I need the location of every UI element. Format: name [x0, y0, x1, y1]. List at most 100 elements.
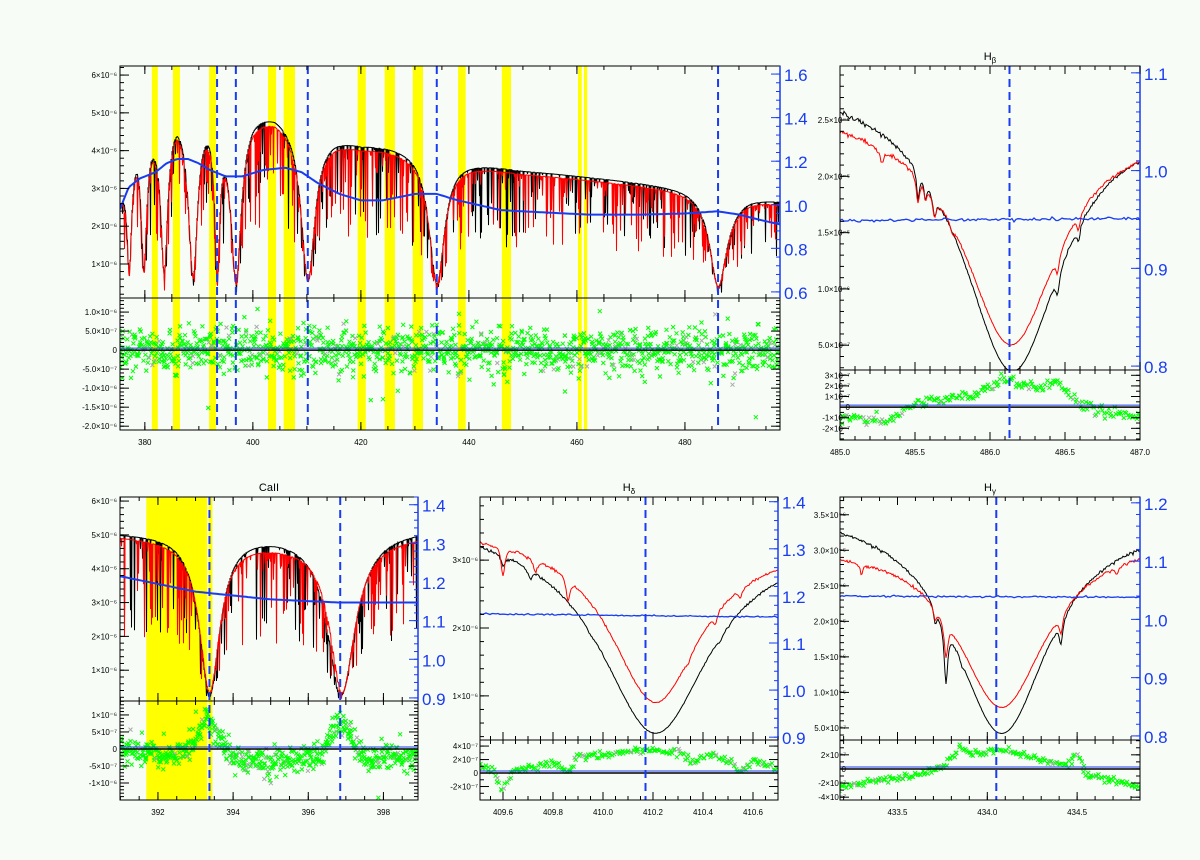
panel-hg: 433.5 434.0 434.5 5.0×10⁻⁷ 1.0×10⁻⁶ 1.5×10⁻⁶ 2… [814, 482, 1168, 817]
residual-marker [421, 356, 426, 361]
residual-marker [1099, 407, 1105, 413]
observed-spectrum-line [840, 531, 1140, 735]
residual-marker [959, 396, 965, 401]
residual-marker [667, 334, 673, 340]
residual-marker [518, 351, 524, 357]
residual-marker [428, 341, 433, 346]
residual-marker [476, 340, 481, 346]
residual-marker [474, 319, 479, 325]
residual-marker [362, 323, 367, 329]
residual-marker [713, 752, 719, 758]
residual-marker [188, 364, 193, 370]
residual-marker [427, 359, 432, 364]
residual-marker [352, 335, 358, 341]
residual-marker [607, 751, 613, 757]
residual-plot-area [840, 742, 1140, 794]
residual-marker [351, 341, 357, 346]
model-spectrum-line [840, 557, 1140, 709]
ratio-curve-line [120, 575, 418, 604]
residual-marker [672, 351, 678, 357]
residual-marker [530, 337, 536, 343]
residual-marker [197, 731, 203, 737]
y-left-tick-label: 3.0×10⁻⁶ [814, 546, 846, 555]
residual-marker [218, 321, 223, 327]
residual-marker [419, 332, 425, 338]
residual-axes-frame [119, 297, 781, 431]
residual-marker [744, 339, 749, 345]
panel-title: Hδ [623, 482, 636, 496]
residual-marker [265, 327, 271, 333]
residual-marker [409, 353, 415, 359]
residual-marker [672, 746, 677, 752]
residual-marker [299, 767, 305, 772]
residual-marker [256, 765, 262, 771]
residual-marker [315, 338, 320, 343]
residual-marker [678, 359, 684, 364]
y-left-tick-label: 3.5×10⁻⁶ [814, 511, 846, 520]
residual-marker [488, 329, 494, 335]
residual-marker [499, 343, 505, 349]
y-right-tick-label: 1.0 [1144, 163, 1168, 182]
residual-marker [708, 380, 714, 386]
residual-marker [756, 322, 761, 327]
residual-marker [703, 334, 708, 340]
residual-marker [454, 354, 460, 360]
residual-marker [678, 339, 684, 345]
residual-marker [336, 378, 341, 383]
residual-marker [496, 323, 502, 329]
x-tick-label: 394 [226, 808, 240, 817]
residual-marker [326, 342, 331, 348]
residual-marker [761, 759, 767, 765]
residual-marker [841, 782, 847, 788]
residual-marker [343, 328, 349, 333]
residual-marker [744, 350, 750, 355]
residual-marker [446, 350, 451, 356]
residual-marker [130, 351, 136, 357]
residual-marker [470, 324, 475, 330]
residual-marker [908, 774, 914, 779]
residual-marker [1105, 775, 1111, 780]
residual-marker [753, 414, 759, 420]
residual-marker [245, 770, 251, 775]
residual-marker [308, 754, 314, 760]
residual-marker [343, 318, 349, 324]
residual-marker [294, 351, 300, 356]
residual-marker [606, 337, 611, 343]
residual-marker [131, 341, 136, 346]
x-tick-label: 485.0 [830, 448, 851, 457]
residual-marker [230, 360, 236, 365]
residual-marker [183, 362, 189, 367]
residual-marker [187, 757, 193, 763]
residual-marker [265, 769, 271, 774]
residual-marker [217, 353, 223, 359]
residual-marker [271, 363, 276, 369]
residual-marker [495, 369, 501, 375]
y-left-tick-label: 3×10⁻⁶ [452, 556, 478, 565]
residual-marker [655, 747, 661, 753]
residual-marker [676, 370, 681, 376]
residual-marker [712, 364, 718, 369]
residual-marker [583, 338, 589, 343]
x-tick-label: 434.5 [1067, 808, 1088, 817]
residual-marker [762, 352, 768, 357]
residual-marker [456, 323, 462, 328]
residual-marker [171, 355, 176, 361]
residual-marker [310, 336, 316, 342]
residual-marker [749, 336, 755, 342]
residual-marker [281, 362, 286, 368]
residual-marker [732, 371, 738, 376]
residual-marker [361, 749, 366, 755]
residual-marker [483, 763, 489, 768]
residual-marker [230, 353, 236, 358]
y-left-tick-label: 2×10⁻⁶ [452, 624, 478, 633]
residual-marker [301, 761, 307, 767]
residual-marker [400, 322, 406, 328]
residual-marker [175, 353, 181, 359]
residual-marker [317, 328, 322, 333]
y-left-tick-label: 5.0×10⁻⁷ [818, 341, 850, 350]
residual-marker [304, 359, 310, 364]
residual-marker [411, 767, 417, 773]
residual-marker [315, 738, 320, 744]
residual-marker [132, 336, 138, 341]
residual-marker [482, 340, 488, 345]
